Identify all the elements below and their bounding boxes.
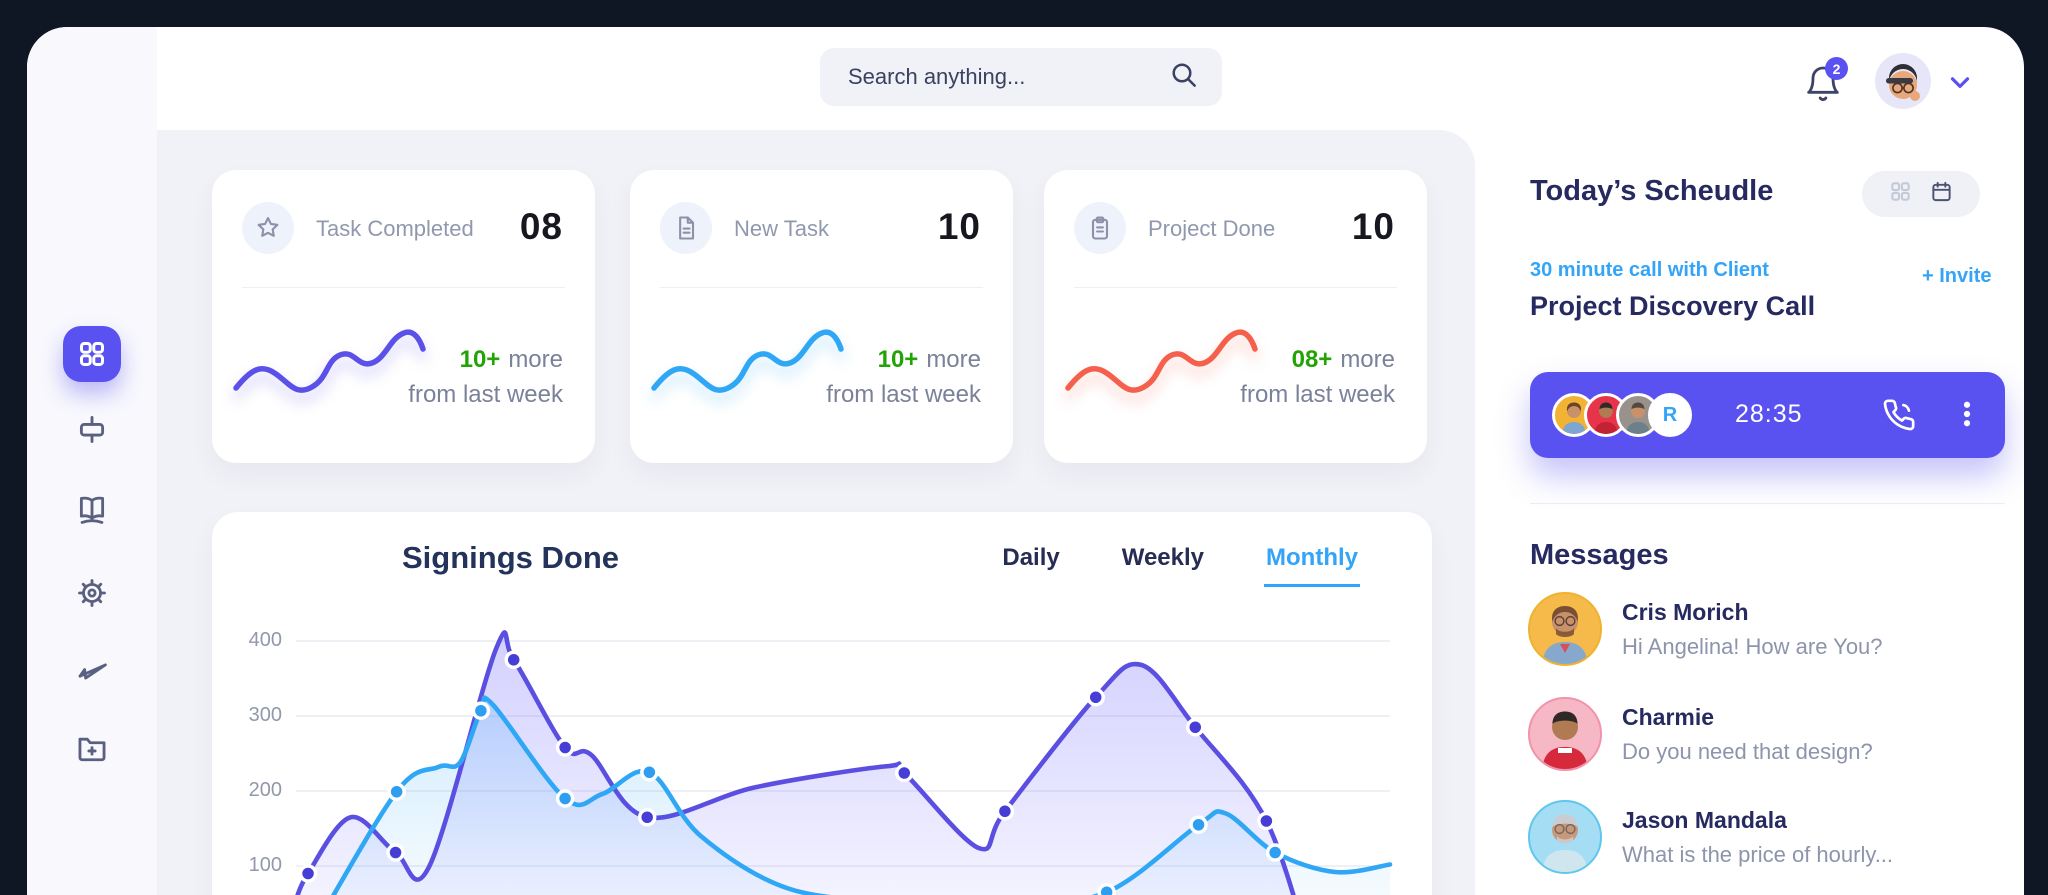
user-avatar[interactable]	[1875, 53, 1931, 109]
folder-plus-icon	[75, 730, 109, 764]
message-sender: Cris Morich	[1622, 598, 1749, 625]
search-input[interactable]	[846, 63, 1168, 91]
call-more-options-button[interactable]	[1950, 397, 1984, 434]
avatar	[1528, 697, 1602, 771]
chart-title: Signings Done	[402, 540, 619, 575]
printer-icon	[75, 411, 109, 445]
stat-card-label: Project Done	[1148, 216, 1276, 241]
notification-badge: 2	[1825, 57, 1848, 80]
avatar	[1528, 592, 1602, 666]
sparkline	[233, 329, 426, 393]
sidebar-item-send[interactable]	[63, 639, 121, 695]
search-icon[interactable]	[1168, 59, 1200, 96]
divider	[1530, 503, 2005, 504]
sidebar-item-add-folder[interactable]	[63, 719, 121, 775]
schedule-title: Today’s Scheudle	[1530, 175, 1774, 207]
stat-card-delta: 10+ more from last week	[826, 346, 981, 408]
sidebar	[27, 27, 157, 895]
clipboard-icon	[1074, 202, 1126, 254]
star-icon	[242, 202, 294, 254]
sparkline	[651, 329, 844, 393]
sidebar-item-dashboard[interactable]	[63, 326, 121, 382]
stat-card-new-task: New Task 10 10+ more from last week	[630, 170, 1013, 463]
signings-line-chart	[295, 630, 1393, 895]
divider	[242, 287, 565, 288]
grid-view-icon[interactable]	[1889, 180, 1912, 208]
y-axis-tick: 200	[248, 779, 282, 801]
bell-icon	[1803, 66, 1843, 107]
avatar	[1528, 800, 1602, 874]
stat-card-task-completed: Task Completed 08 10+ more from last week	[212, 170, 595, 463]
tab-monthly[interactable]: Monthly	[1264, 544, 1360, 587]
schedule-view-toggle	[1862, 171, 1980, 217]
gear-icon	[75, 576, 109, 610]
event-title: Project Discovery Call	[1530, 291, 1816, 321]
tab-weekly[interactable]: Weekly	[1120, 544, 1206, 587]
sidebar-item-printer[interactable]	[63, 400, 121, 456]
stat-card-value: 10	[1351, 206, 1395, 247]
tab-daily[interactable]: Daily	[1000, 544, 1061, 587]
dashboard-grid-icon	[77, 339, 107, 369]
stat-card-delta: 08+ more from last week	[1240, 346, 1395, 408]
signings-chart-card: Signings Done Daily Weekly Monthly 400 3…	[212, 512, 1432, 895]
stat-card-value: 08	[519, 206, 563, 247]
chevron-down-icon[interactable]	[1945, 67, 1975, 102]
phone-call-button[interactable]	[1882, 398, 1916, 435]
message-preview: Do you need that design?	[1622, 738, 1873, 764]
event-label: 30 minute call with Client	[1530, 259, 1769, 281]
message-sender: Charmie	[1622, 703, 1715, 730]
active-call-card: R 28:35	[1530, 372, 2005, 458]
sidebar-item-library[interactable]	[63, 481, 121, 537]
invite-button[interactable]: + Invite	[1922, 265, 1992, 287]
message-preview: What is the price of hourly...	[1622, 841, 1894, 867]
notifications-button[interactable]: 2	[1803, 57, 1849, 109]
stat-card-value: 10	[937, 206, 981, 247]
call-timer: 28:35	[1735, 400, 1803, 428]
message-preview: Hi Angelina! How are You?	[1622, 633, 1883, 659]
app-window: 2 T	[27, 27, 2024, 895]
sparkline	[1065, 329, 1258, 393]
phone-call-icon	[1882, 399, 1916, 435]
participant-badge: R	[1648, 393, 1692, 437]
divider	[660, 287, 983, 288]
messages-title: Messages	[1530, 539, 1669, 571]
y-axis-tick: 300	[248, 704, 282, 726]
message-item[interactable]: Charmie Do you need that design?	[1528, 697, 2008, 771]
stat-card-delta: 10+ more from last week	[408, 346, 563, 408]
sidebar-item-settings[interactable]	[63, 565, 121, 621]
message-item[interactable]: Jason Mandala What is the price of hourl…	[1528, 800, 2008, 874]
chart-period-tabs: Daily Weekly Monthly	[1000, 544, 1360, 587]
y-axis-tick: 400	[248, 629, 282, 651]
message-text: Charmie Do you need that design?	[1622, 704, 1873, 765]
open-book-icon	[75, 492, 109, 526]
message-item[interactable]: Cris Morich Hi Angelina! How are You?	[1528, 592, 2008, 666]
kebab-menu-icon	[1950, 401, 1984, 434]
send-icon	[75, 650, 109, 684]
message-text: Cris Morich Hi Angelina! How are You?	[1622, 599, 1883, 660]
message-sender: Jason Mandala	[1622, 806, 1787, 833]
message-text: Jason Mandala What is the price of hourl…	[1622, 807, 1893, 868]
calendar-icon[interactable]	[1930, 180, 1953, 208]
stat-card-label: New Task	[734, 216, 829, 241]
stat-card-label: Task Completed	[316, 216, 474, 241]
y-axis-tick: 100	[248, 854, 282, 876]
stat-card-project-done: Project Done 10 08+ more from last week	[1044, 170, 1427, 463]
document-icon	[660, 202, 712, 254]
divider	[1074, 287, 1397, 288]
search-bar	[820, 48, 1222, 106]
